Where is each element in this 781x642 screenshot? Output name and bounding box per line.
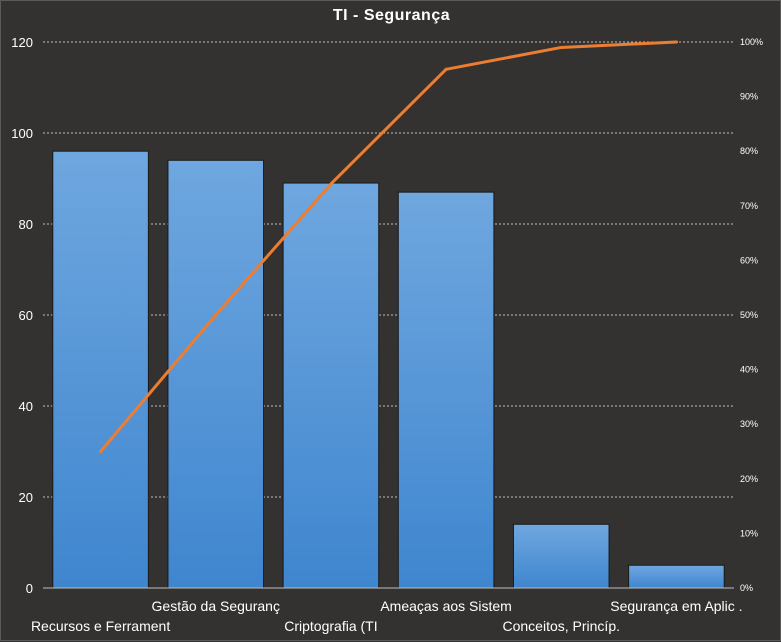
y2-tick-label: 10% xyxy=(740,528,758,538)
line-point xyxy=(674,40,678,44)
line-point xyxy=(214,313,218,317)
x-tick-label: Segurança em Aplic . xyxy=(610,598,742,614)
y2-tick-label: 70% xyxy=(740,201,758,211)
chart-title: TI - Segurança xyxy=(332,7,451,24)
x-tick-label: Recursos e Ferrament xyxy=(31,618,170,634)
y-tick-label: 40 xyxy=(19,399,33,414)
bar xyxy=(52,150,149,589)
bar xyxy=(167,159,265,589)
x-tick-label: Criptografia (TI xyxy=(284,618,377,634)
y2-tick-label: 90% xyxy=(740,92,758,102)
bar xyxy=(282,182,380,589)
y-tick-label: 120 xyxy=(11,35,33,50)
y-tick-label: 0 xyxy=(26,581,33,596)
y2-tick-label: 60% xyxy=(740,255,758,265)
bar xyxy=(512,523,610,589)
y2-tick-label: 80% xyxy=(740,146,758,156)
y2-tick-label: 20% xyxy=(740,474,758,484)
y-tick-label: 20 xyxy=(19,490,33,505)
y2-tick-label: 30% xyxy=(740,419,758,429)
line-point xyxy=(329,182,333,186)
bar xyxy=(628,564,725,589)
x-tick-label: Gestão da Seguranç xyxy=(152,598,280,614)
line-point xyxy=(444,67,448,71)
y2-tick-label: 0% xyxy=(740,583,753,593)
y-tick-label: 80 xyxy=(19,217,33,232)
line-point xyxy=(559,45,563,49)
line-point xyxy=(99,450,103,453)
x-tick-label: Conceitos, Princíp. xyxy=(503,618,621,634)
y-tick-label: 100 xyxy=(11,126,33,141)
y2-tick-label: 100% xyxy=(740,37,763,47)
y2-tick-label: 40% xyxy=(740,365,758,375)
x-tick-label: Ameaças aos Sistem xyxy=(380,598,512,614)
y-tick-label: 60 xyxy=(19,308,33,323)
cumulative-line xyxy=(99,40,678,453)
bar xyxy=(397,191,495,589)
y2-tick-label: 50% xyxy=(740,310,758,320)
